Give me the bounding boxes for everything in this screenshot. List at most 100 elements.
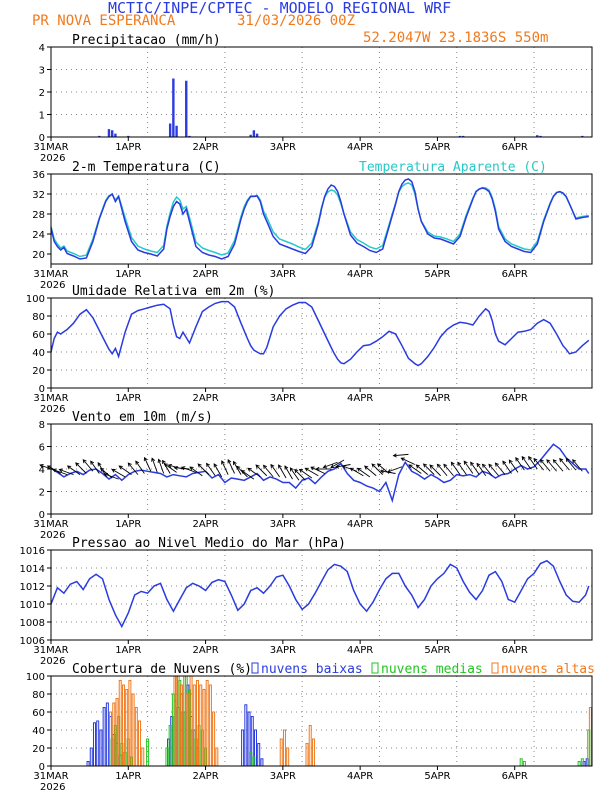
- cloud-bar-orange: [205, 680, 209, 767]
- pres-title: Pressao ao Nivel Medio do Mar (hPa): [72, 536, 346, 551]
- wind-arrow-shaft: [415, 464, 429, 475]
- wind-arrow: [127, 462, 139, 475]
- cloud-legend-blue: nuvens baixas: [261, 662, 363, 677]
- wind-arrow: [508, 459, 519, 473]
- rh-ytick-label: 80: [32, 312, 45, 323]
- precip-xtick-year: 2026: [40, 153, 65, 164]
- wind-arrow-shaft: [270, 464, 281, 478]
- cloud-bar-blue: [86, 761, 90, 767]
- wind-arrow-head: [330, 464, 335, 468]
- pres-ytick-label: 1006: [20, 636, 45, 647]
- pres-ytick-label: 1016: [20, 546, 45, 557]
- rh-xtick-label: 6APR: [502, 393, 528, 404]
- wind-arrow: [39, 464, 55, 471]
- cloud-bar-orange: [212, 711, 216, 767]
- wind-arrow-head: [476, 462, 481, 467]
- wind-title: Vento em 10m (m/s): [72, 410, 213, 425]
- wind-arrow: [143, 456, 152, 472]
- cloud-bar-orange: [138, 720, 142, 767]
- wind-arrow-shaft: [528, 456, 538, 470]
- wind-arrow-head: [494, 462, 499, 467]
- wind-arrow: [502, 460, 512, 474]
- wind-arrow-head: [247, 467, 252, 472]
- rh-ytick-label: 40: [32, 348, 45, 359]
- wind-arrow: [572, 459, 583, 472]
- wind-arrow-shaft: [213, 463, 223, 478]
- precip-bar: [172, 78, 175, 137]
- header-run-date: 31/03/2026 00Z: [237, 13, 356, 29]
- pres-ytick-label: 1012: [20, 582, 45, 593]
- wind-arrow-shaft: [559, 458, 570, 471]
- wind-arrow: [476, 462, 487, 477]
- wind-arrow-head: [463, 460, 468, 465]
- wind-arrow-head: [415, 464, 420, 469]
- wind-arrow-head: [39, 464, 44, 468]
- wind-arrow-head: [284, 465, 289, 470]
- precip-bar: [458, 135, 462, 137]
- precip-bar: [127, 135, 130, 137]
- wind-arrow: [270, 463, 281, 478]
- wind-arrow: [436, 463, 448, 477]
- wind-arrow-head: [135, 460, 140, 465]
- wind-arrow-head: [180, 466, 186, 471]
- cloud-bar-orange: [125, 689, 129, 767]
- wind-arrow-shaft: [67, 465, 81, 475]
- wind-ytick-label: 0: [39, 510, 45, 521]
- wind-arrow-head: [58, 468, 63, 473]
- wind-arrow-shaft: [135, 460, 145, 474]
- cloud-bar-orange: [128, 680, 132, 767]
- precip-bar: [461, 135, 465, 137]
- precip-bar: [249, 134, 252, 137]
- wind-arrow-head: [539, 459, 544, 464]
- pres-ytick-label: 1014: [20, 564, 45, 575]
- cloud-xtick-label: 4APR: [347, 771, 373, 782]
- precip-bar: [255, 133, 259, 137]
- cloud-ytick-label: 0: [39, 762, 45, 773]
- wind-arrow: [58, 468, 74, 476]
- temp-ytick-label: 24: [32, 230, 45, 241]
- wind-arrow-shaft: [247, 467, 261, 478]
- wind-arrow-head: [422, 463, 428, 468]
- wind-arrow: [565, 457, 577, 471]
- temp-xtick-label: 1APR: [115, 269, 141, 280]
- wind-arrow: [515, 457, 525, 471]
- wind-arrow: [481, 463, 493, 477]
- rh-series-line: [50, 300, 590, 367]
- wind-arrow: [364, 465, 377, 477]
- cloud-bar-blue: [89, 747, 93, 767]
- precip-bar: [175, 125, 178, 137]
- wind-arrow: [392, 453, 409, 458]
- wind-arrow: [118, 465, 132, 475]
- cloud-bar-orange: [196, 680, 200, 767]
- wind-arrow: [315, 466, 332, 472]
- temp-xtick-year: 2026: [40, 280, 65, 291]
- cloud-bar-orange: [199, 684, 203, 767]
- wind-arrow-shaft: [197, 463, 210, 475]
- wind-arrow: [304, 467, 319, 477]
- wind-arrow-shaft: [357, 467, 371, 478]
- wind-arrow-head: [559, 457, 564, 463]
- precip-bar: [185, 80, 188, 137]
- wind-arrow-shaft: [387, 466, 403, 473]
- cloud-bar-green: [168, 725, 172, 767]
- wind-arrow-head: [470, 461, 475, 466]
- wind-arrow-head: [310, 466, 315, 471]
- wind-arrow-shaft: [158, 459, 165, 474]
- rh-xtick-label: 5APR: [424, 393, 450, 404]
- cloud-bar-green: [165, 747, 169, 767]
- precip-xtick-label: 4APR: [347, 142, 373, 153]
- precip-bar: [536, 135, 539, 137]
- temp-panel: 20 24 28 32 36 31MAR 1APR 2APR 3APR 4APR 5APR 6APR 2…: [32, 160, 593, 291]
- cloud-bar-orange: [183, 675, 187, 767]
- wind-arrow-head: [429, 464, 434, 469]
- wind-ytick-label: 6: [39, 443, 45, 454]
- wind-arrow-head: [189, 466, 194, 471]
- wind-arrow-head: [206, 462, 210, 467]
- cloud-ytick-label: 40: [32, 726, 45, 737]
- precip-bar: [168, 123, 172, 137]
- cloud-bar-green: [519, 758, 523, 767]
- pres-xtick-label: 31MAR: [33, 645, 68, 656]
- pres-xtick-label: 6APR: [502, 645, 528, 656]
- cloud-xtick-label: 2APR: [192, 771, 218, 782]
